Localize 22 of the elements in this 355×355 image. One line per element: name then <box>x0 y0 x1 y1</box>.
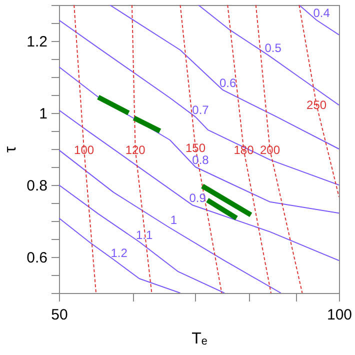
series-label: 0.9 <box>189 191 206 206</box>
series-label: 1.1 <box>136 228 153 242</box>
y-tick-label: 1 <box>39 106 48 122</box>
series-label: 0.6 <box>219 76 236 90</box>
series-label: 0.8 <box>192 153 210 167</box>
series-label: 1 <box>170 213 178 228</box>
x-tick-label: 50 <box>51 306 68 324</box>
series-label: 250 <box>306 98 327 112</box>
series-label: 200 <box>260 143 280 158</box>
series-label: 100 <box>74 143 94 158</box>
series-label: 180 <box>234 143 254 158</box>
y-tick-label: 1.2 <box>26 34 48 50</box>
y-tick-label: 0.8 <box>26 178 48 194</box>
series-label: 150 <box>185 140 206 155</box>
series-label: 0.5 <box>264 41 282 56</box>
series-label: 0.4 <box>313 6 330 20</box>
y-tick-label: 0.6 <box>26 250 48 266</box>
series-label: 0.7 <box>192 102 210 117</box>
series-label: 1.2 <box>110 246 128 260</box>
y-axis-title: τ <box>2 146 20 153</box>
x-axis-title: Tₑ <box>192 330 208 348</box>
series-label: 120 <box>125 143 146 158</box>
